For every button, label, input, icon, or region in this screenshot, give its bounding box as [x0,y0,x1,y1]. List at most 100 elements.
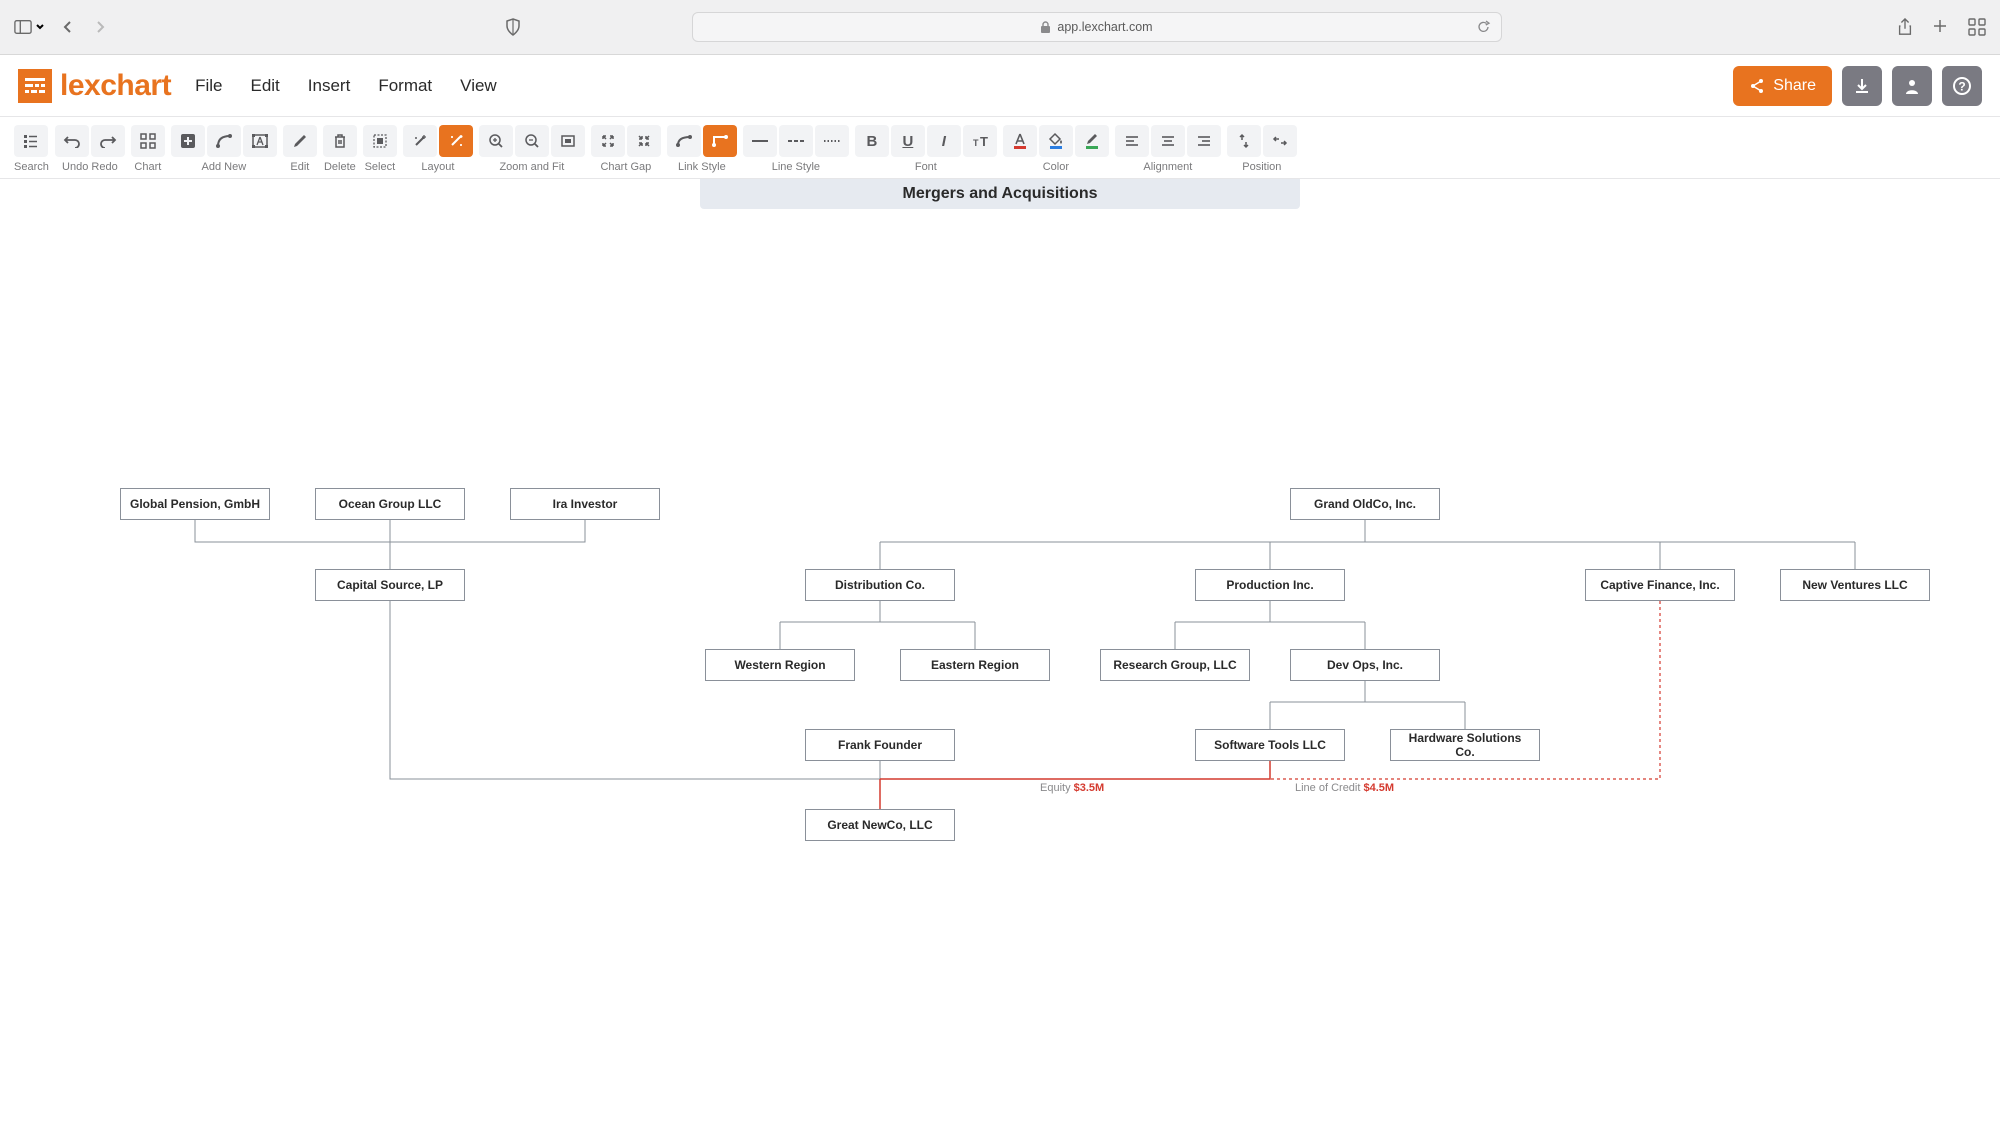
download-button[interactable] [1842,66,1882,106]
back-button[interactable] [59,18,77,36]
menu-insert[interactable]: Insert [308,76,351,96]
align-center-button[interactable] [1151,125,1185,157]
add-node-button[interactable] [171,125,205,157]
chart-title[interactable]: Mergers and Acquisitions [700,179,1300,209]
share-system-icon[interactable] [1896,18,1914,36]
position-h-button[interactable] [1263,125,1297,157]
position-v-button[interactable] [1227,125,1261,157]
underline-button[interactable]: U [891,125,925,157]
chart-node-wr[interactable]: Western Region [705,649,855,681]
chart-button[interactable] [131,125,165,157]
edit-button[interactable] [283,125,317,157]
zoom-out-button[interactable] [515,125,549,157]
link-curve-button[interactable] [667,125,701,157]
font-size-button[interactable]: TT [963,125,997,157]
link-elbow-style-icon [711,134,729,148]
line-solid-button[interactable] [743,125,777,157]
annotation-equity: Equity $3.5M [1040,782,1104,794]
line-dotted-button[interactable] [815,125,849,157]
gap-collapse-button[interactable] [627,125,661,157]
help-button[interactable]: ? [1942,66,1982,106]
menu-edit[interactable]: Edit [250,76,279,96]
align-right-button[interactable] [1187,125,1221,157]
search-button[interactable] [14,125,48,157]
tool-group-link-style: Link Style [667,125,737,173]
new-tab-icon[interactable] [1932,18,1950,36]
collapse-icon [636,133,652,149]
tool-label-position: Position [1242,161,1281,173]
app-header: lexchart File Edit Insert Format View Sh… [0,55,2000,117]
position-h-icon [1272,134,1288,148]
menu-file[interactable]: File [195,76,222,96]
tool-label-search: Search [14,161,49,173]
svg-text:?: ? [1958,79,1965,93]
line-dotted-icon [822,138,842,144]
border-color-button[interactable] [1075,125,1109,157]
line-dashed-icon [786,138,806,144]
select-marquee-icon [372,133,388,149]
text-color-icon [1012,132,1028,150]
logo-mark-icon [18,69,52,103]
position-v-icon [1237,133,1251,149]
chart-node-cf[interactable]: Captive Finance, Inc. [1585,569,1735,601]
forward-button[interactable] [91,18,109,36]
chart-node-go[interactable]: Grand OldCo, Inc. [1290,488,1440,520]
select-button[interactable] [363,125,397,157]
chart-node-cs[interactable]: Capital Source, LP [315,569,465,601]
tool-group-edit: Edit [283,125,317,173]
tool-group-undo-redo: Undo Redo [55,125,125,173]
menu-view[interactable]: View [460,76,497,96]
tool-group-zoom: Zoom and Fit [479,125,585,173]
chart-node-dc[interactable]: Distribution Co. [805,569,955,601]
tracking-shield-icon[interactable] [504,18,522,36]
share-button[interactable]: Share [1733,66,1832,106]
line-dashed-button[interactable] [779,125,813,157]
chart-node-st[interactable]: Software Tools LLC [1195,729,1345,761]
fill-color-button[interactable] [1039,125,1073,157]
chart-node-rg[interactable]: Research Group, LLC [1100,649,1250,681]
chart-node-gp[interactable]: Global Pension, GmbH [120,488,270,520]
chart-node-pi[interactable]: Production Inc. [1195,569,1345,601]
text-box-icon [251,133,269,149]
chart-node-nv[interactable]: New Ventures LLC [1780,569,1930,601]
layout-smart-button[interactable] [439,125,473,157]
text-color-button[interactable] [1003,125,1037,157]
delete-button[interactable] [323,125,357,157]
undo-button[interactable] [55,125,89,157]
chart-node-er[interactable]: Eastern Region [900,649,1050,681]
align-center-icon [1160,134,1176,148]
menu-format[interactable]: Format [378,76,432,96]
gap-expand-button[interactable] [591,125,625,157]
logo[interactable]: lexchart [18,69,171,103]
add-text-button[interactable] [243,125,277,157]
tab-overview-icon[interactable] [1968,18,1986,36]
italic-button[interactable]: I [927,125,961,157]
zoom-out-icon [524,133,540,149]
sidebar-toggle-group[interactable] [14,18,45,36]
tool-group-delete: Delete [323,125,357,173]
fit-icon [560,133,576,149]
canvas[interactable]: Mergers and Acquisitions [0,179,2000,1125]
chart-node-hs[interactable]: Hardware Solutions Co. [1390,729,1540,761]
bold-button[interactable]: B [855,125,889,157]
refresh-icon[interactable] [1477,20,1491,34]
tool-group-alignment: Alignment [1115,125,1221,173]
chart-node-ira[interactable]: Ira Investor [510,488,660,520]
zoom-fit-button[interactable] [551,125,585,157]
redo-button[interactable] [91,125,125,157]
chart-node-do[interactable]: Dev Ops, Inc. [1290,649,1440,681]
underline-icon: U [902,133,913,150]
add-link-button[interactable] [207,125,241,157]
header-actions: Share ? [1733,66,1982,106]
layout-auto-button[interactable] [403,125,437,157]
border-color-icon [1084,132,1100,150]
chart-node-gn[interactable]: Great NewCo, LLC [805,809,955,841]
align-left-button[interactable] [1115,125,1149,157]
zoom-in-button[interactable] [479,125,513,157]
url-bar[interactable]: app.lexchart.com [692,12,1502,42]
account-button[interactable] [1892,66,1932,106]
chart-node-ff[interactable]: Frank Founder [805,729,955,761]
link-elbow-button[interactable] [703,125,737,157]
chart-node-og[interactable]: Ocean Group LLC [315,488,465,520]
annotation-loc: Line of Credit $4.5M [1295,782,1394,794]
